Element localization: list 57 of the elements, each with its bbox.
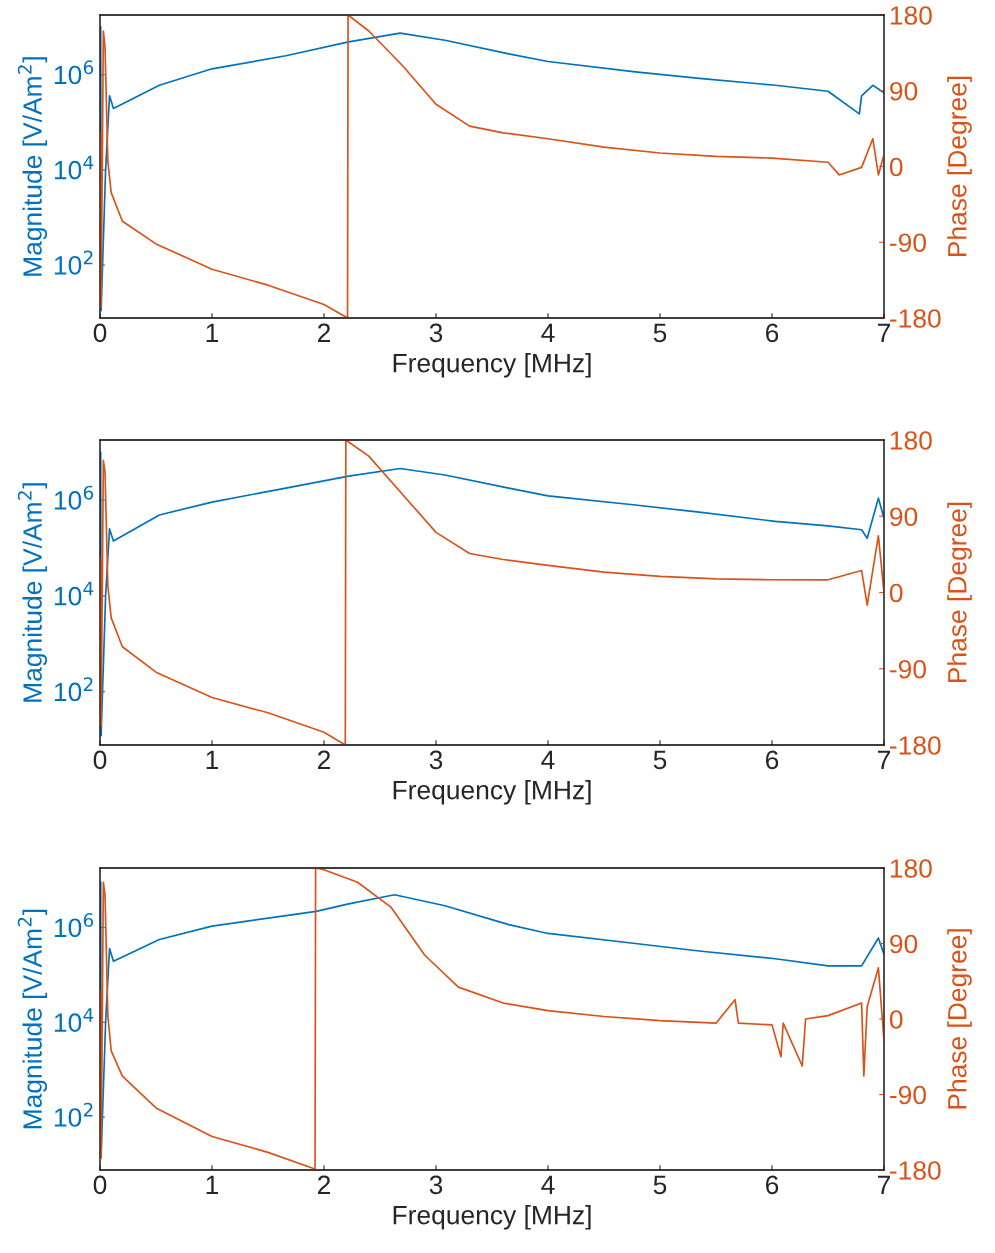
x-tick-label: 0 bbox=[93, 1175, 107, 1195]
x-tick-label: 1 bbox=[206, 750, 219, 769]
x-axis-title: Frequency [MHz] bbox=[393, 353, 591, 378]
y2-tick-label: 0 bbox=[889, 157, 903, 177]
y2-tick-label: -90 bbox=[890, 233, 926, 253]
y-tick-label: 10$^{4}$ bbox=[54, 1008, 94, 1032]
y2-tick-label: 180 bbox=[890, 859, 932, 878]
x-tick-label: 2 bbox=[317, 1175, 331, 1194]
y2-axis-title: Phase [Degree] bbox=[947, 929, 972, 1109]
x-tick-label: 1 bbox=[206, 1175, 219, 1194]
x-tick-label: 2 bbox=[317, 323, 331, 342]
y2-axis-title: Phase [Degree] bbox=[947, 76, 972, 257]
y-tick-label: 10$^{6}$ bbox=[54, 60, 94, 85]
x-tick-label: 4 bbox=[541, 1175, 555, 1194]
y-axis-title: Magnitude [V/Am$^{2}$] bbox=[17, 483, 48, 702]
y-tick-label: 10$^{4}$ bbox=[54, 155, 94, 180]
y2-tick-label: 180 bbox=[890, 6, 932, 25]
x-tick-label: 3 bbox=[429, 750, 443, 770]
x-tick-label: 1 bbox=[206, 323, 219, 342]
x-tick-label: 6 bbox=[766, 323, 779, 343]
x-tick-label: 2 bbox=[317, 750, 331, 769]
y2-tick-label: 90 bbox=[890, 934, 918, 954]
y2-tick-label: 0 bbox=[889, 1010, 903, 1029]
y-tick-label: 10$^{6}$ bbox=[54, 485, 94, 510]
y2-tick-label: 180 bbox=[890, 431, 932, 450]
y-axis-title: Magnitude [V/Am$^{2}$] bbox=[17, 57, 48, 276]
y-tick-label: 10$^{2}$ bbox=[54, 250, 93, 275]
y2-tick-label: -180 bbox=[890, 736, 941, 755]
y-tick-label: 10$^{2}$ bbox=[54, 677, 93, 702]
x-axis-title: Frequency [MHz] bbox=[393, 780, 591, 805]
y2-tick-label: 90 bbox=[890, 507, 918, 527]
x-tick-label: 4 bbox=[541, 323, 555, 342]
x-tick-label: 7 bbox=[878, 1175, 891, 1194]
y2-tick-label: -180 bbox=[890, 1161, 941, 1180]
y2-tick-label: -90 bbox=[890, 659, 926, 679]
x-tick-label: 5 bbox=[653, 323, 667, 343]
x-tick-label: 4 bbox=[541, 750, 555, 769]
x-tick-label: 0 bbox=[93, 323, 107, 343]
y2-tick-label: -180 bbox=[890, 309, 941, 328]
y2-tick-label: -90 bbox=[890, 1085, 926, 1105]
x-tick-label: 6 bbox=[766, 1175, 779, 1195]
y-axis-title: Magnitude [V/Am$^{2}$] bbox=[17, 909, 48, 1129]
y-tick-label: 10$^{2}$ bbox=[54, 1102, 93, 1127]
y-tick-label: 10$^{4}$ bbox=[54, 581, 94, 606]
y-tick-label: 10$^{6}$ bbox=[54, 913, 94, 938]
x-tick-label: 6 bbox=[766, 750, 779, 770]
x-tick-label: 0 bbox=[93, 750, 107, 770]
x-tick-label: 5 bbox=[653, 1175, 667, 1195]
x-tick-label: 3 bbox=[429, 1175, 443, 1195]
x-tick-label: 5 bbox=[653, 750, 667, 770]
x-tick-label: 7 bbox=[878, 750, 891, 769]
y2-tick-label: 90 bbox=[890, 81, 918, 101]
x-tick-label: 3 bbox=[429, 323, 443, 343]
x-axis-title: Frequency [MHz] bbox=[393, 1205, 591, 1230]
x-tick-label: 7 bbox=[878, 323, 891, 342]
y2-tick-label: 0 bbox=[889, 583, 903, 603]
y2-axis-title: Phase [Degree] bbox=[947, 502, 972, 683]
